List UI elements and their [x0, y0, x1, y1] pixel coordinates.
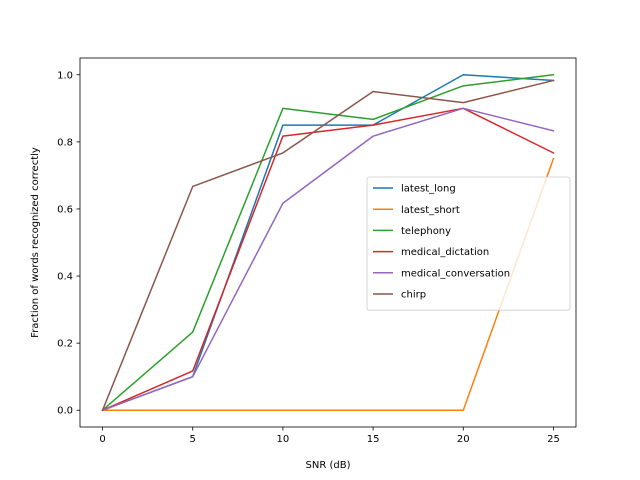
x-axis-title: SNR (dB) — [306, 460, 351, 471]
legend: latest_long latest_short telephony medical_… — [366, 176, 571, 311]
legend-label: latest_long — [401, 184, 456, 195]
y-tick-label: 0.8 — [57, 137, 73, 148]
series-line-latest-short — [101, 157, 555, 411]
legend-label: medical_conversation — [401, 268, 510, 279]
y-tick-label: 0.0 — [57, 406, 73, 417]
y-tick-label: 0.4 — [57, 272, 73, 283]
series-line-medical-conversation — [101, 107, 555, 412]
series-line-telephony — [101, 73, 555, 412]
series-line-medical-dictation — [101, 107, 555, 412]
legend-label: chirp — [401, 290, 426, 301]
y-tick-label: 0.6 — [57, 204, 73, 215]
y-tick-label: 0.2 — [57, 339, 73, 350]
x-tick-label: 5 — [190, 434, 196, 445]
x-tick-label: 0 — [99, 434, 105, 445]
y-axis-title: Fraction of words recognized correctly — [30, 147, 41, 338]
x-tick-label: 15 — [367, 434, 380, 445]
legend-label: telephony — [401, 226, 451, 237]
ticks-layer: 0 5 10 15 20 25 0.0 0.2 0.4 0.6 0.8 1.0 — [57, 70, 560, 445]
x-tick-label: 10 — [277, 434, 290, 445]
series-layer — [101, 73, 555, 412]
plot-frame — [79, 57, 577, 428]
y-tick-label: 1.0 — [57, 70, 73, 81]
legend-label: latest_short — [401, 205, 460, 216]
x-tick-label: 20 — [457, 434, 470, 445]
legend-label: medical_dictation — [401, 247, 489, 258]
legend-frame — [366, 176, 571, 311]
x-tick-label: 25 — [547, 434, 560, 445]
series-line-chirp — [101, 79, 555, 412]
